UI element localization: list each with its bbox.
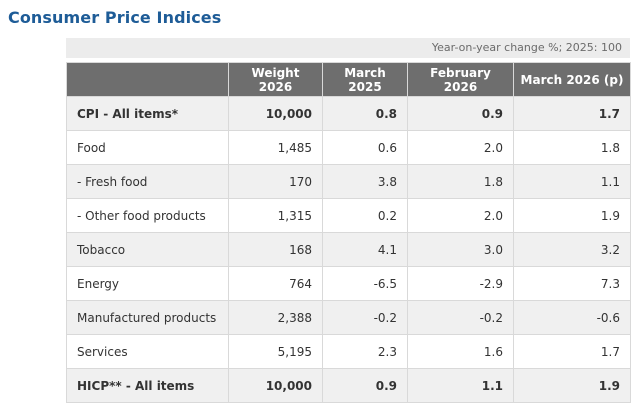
row-label-cell: Energy [66,266,229,301]
row-label-cell: - Fresh food [66,164,229,199]
weight-cell: 168 [228,232,323,267]
march-2026-p-cell: 1.9 [513,368,631,403]
march-2026-p-cell: 1.1 [513,164,631,199]
march-2026-p-cell: 1.7 [513,96,631,131]
table-row: Food 1,485 0.6 2.0 1.8 [66,130,631,165]
february-2026-cell: 3.0 [407,232,514,267]
row-label-cell: - Other food products [66,198,229,233]
february-2026-cell: 2.0 [407,198,514,233]
table-row: Manufactured products 2,388 -0.2 -0.2 -0.6 [66,300,631,335]
february-2026-cell: -0.2 [407,300,514,335]
march-2025-cell: 3.8 [322,164,408,199]
weight-cell: 10,000 [228,368,323,403]
march-2025-cell: -0.2 [322,300,408,335]
weight-cell: 1,485 [228,130,323,165]
march-2026-p-cell: 1.7 [513,334,631,369]
header-cell-march-2026-p: March 2026 (p) [513,62,631,97]
march-2025-cell: 0.6 [322,130,408,165]
page-title: Consumer Price Indices [8,8,222,27]
header-cell-label [66,62,229,97]
february-2026-cell: 1.6 [407,334,514,369]
weight-cell: 1,315 [228,198,323,233]
february-2026-cell: 1.8 [407,164,514,199]
cpi-table-area: Year-on-year change %; 2025: 100 Weight … [66,38,631,403]
row-label-cell: Tobacco [66,232,229,267]
table-row: CPI - All items* 10,000 0.8 0.9 1.7 [66,96,631,131]
weight-cell: 170 [228,164,323,199]
table-row: Energy 764 -6.5 -2.9 7.3 [66,266,631,301]
weight-cell: 764 [228,266,323,301]
weight-cell: 10,000 [228,96,323,131]
cpi-table: Weight 2026 March 2025 February 2026 Mar… [66,62,631,403]
march-2026-p-cell: -0.6 [513,300,631,335]
row-label-cell: HICP** - All items [66,368,229,403]
february-2026-cell: 2.0 [407,130,514,165]
march-2025-cell: 0.2 [322,198,408,233]
february-2026-cell: 1.1 [407,368,514,403]
march-2025-cell: 2.3 [322,334,408,369]
march-2025-cell: 0.8 [322,96,408,131]
weight-cell: 5,195 [228,334,323,369]
table-header-row: Weight 2026 March 2025 February 2026 Mar… [66,62,631,97]
table-row: Services 5,195 2.3 1.6 1.7 [66,334,631,369]
row-label-cell: Food [66,130,229,165]
row-label-cell: CPI - All items* [66,96,229,131]
march-2026-p-cell: 1.8 [513,130,631,165]
march-2026-p-cell: 3.2 [513,232,631,267]
february-2026-cell: -2.9 [407,266,514,301]
table-row: Tobacco 168 4.1 3.0 3.2 [66,232,631,267]
march-2026-p-cell: 1.9 [513,198,631,233]
header-cell-weight-2026: Weight 2026 [228,62,323,97]
march-2025-cell: 4.1 [322,232,408,267]
row-label-cell: Manufactured products [66,300,229,335]
march-2025-cell: -6.5 [322,266,408,301]
weight-cell: 2,388 [228,300,323,335]
march-2026-p-cell: 7.3 [513,266,631,301]
table-row: - Other food products 1,315 0.2 2.0 1.9 [66,198,631,233]
header-cell-march-2025: March 2025 [322,62,408,97]
february-2026-cell: 0.9 [407,96,514,131]
table-row: - Fresh food 170 3.8 1.8 1.1 [66,164,631,199]
row-label-cell: Services [66,334,229,369]
march-2025-cell: 0.9 [322,368,408,403]
table-row: HICP** - All items 10,000 0.9 1.1 1.9 [66,368,631,403]
table-unit-note: Year-on-year change %; 2025: 100 [66,38,630,58]
header-cell-february-2026: February 2026 [407,62,514,97]
